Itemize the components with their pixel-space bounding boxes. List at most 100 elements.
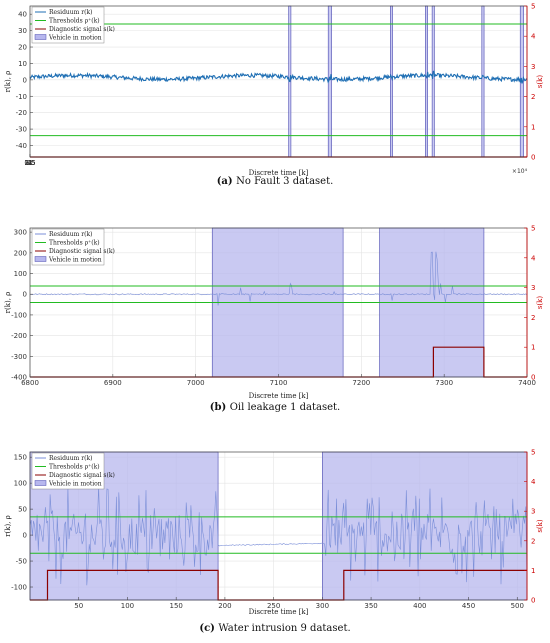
residual-series [29,485,528,586]
figure-caption: (b) Oil leakage 1 dataset. [210,402,340,413]
legend-entry: Vehicle in motion [48,35,102,42]
y-tick-label: -400 [11,374,27,382]
y-tick-label: 0 [23,291,27,299]
legend-entry: Vehicle in motion [48,257,102,264]
y-axis-label: r(k), ρ [4,71,12,93]
y-right-tick-label: 1 [531,567,535,575]
legend-entry: Thresholds ρ⁺(k) [49,464,100,471]
motion-interval [431,5,435,158]
legend-swatch [34,480,47,486]
y-right-tick-label: 0 [531,374,535,382]
x-axis-label: Discrete time [k] [249,608,309,616]
x-tick-label: 450 [462,602,475,610]
y-tick-label: 200 [14,249,27,257]
y-tick-label: 100 [14,270,27,278]
y-right-tick-label: 0 [531,597,535,605]
diagnostic-signal-series [30,569,527,601]
y-right-tick-label: 5 [531,3,535,11]
legend-entry: Vehicle in motion [48,481,102,488]
y-right-tick-label: 4 [531,478,536,486]
y-right-tick-label: 3 [531,508,535,516]
x-tick-label: 4 [28,159,33,167]
x-tick-label: 350 [364,602,377,610]
legend-entry: Residuum r(k) [49,455,92,462]
x-axis-label: Discrete time [k] [249,392,309,400]
x-tick-label: 7200 [352,379,370,387]
y-right-tick-label: 3 [531,284,535,292]
legend-entry: Diagnostic signal s(k) [49,26,115,33]
x-tick-label: 200 [218,602,231,610]
legend-swatch [34,256,47,262]
y-tick-label: 150 [14,454,27,462]
legend-swatch [34,34,47,40]
y-tick-label: 10 [18,60,27,68]
y-tick-label: 40 [18,11,27,19]
caption-text: Water intrusion 9 dataset. [218,623,350,634]
legend-entry: Thresholds ρ⁺(k) [49,240,100,247]
y-tick-label: -200 [11,332,27,340]
panel-label: (b) [210,402,230,413]
legend-entry: Residuum r(k) [49,9,92,16]
y-right-tick-label: 2 [531,93,535,101]
y-right-tick-label: 3 [531,63,535,71]
x-tick-label: 7100 [270,379,288,387]
caption-text: Oil leakage 1 dataset. [230,402,341,413]
y-tick-label: 30 [18,27,27,35]
y-tick-label: -100 [11,311,27,319]
y-right-tick-label: 5 [531,449,535,457]
x-tick-label: 300 [316,602,329,610]
y-right-tick-label: 4 [531,254,536,262]
chart-panel-2: (b) Oil leakage 1 dataset. [29,227,528,413]
y-tick-label: 100 [14,480,27,488]
motion-interval [481,5,485,158]
legend-entry: Diagnostic signal s(k) [49,472,115,479]
y-tick-label: 0 [23,76,27,84]
motion-interval [390,5,393,158]
x-tick-label: 100 [121,602,134,610]
y-right-axis-label: s(k) [536,296,544,310]
y-right-tick-label: 2 [531,314,535,322]
y-axis-label: r(k), ρ [4,515,12,537]
y-tick-label: 0 [23,532,27,540]
motion-interval [322,451,528,601]
y-tick-label: 50 [18,506,27,514]
y-tick-label: -20 [16,109,27,117]
y-tick-label: 20 [18,44,27,52]
x-tick-label: 0.5 [24,159,35,167]
legend-entry: Diagnostic signal s(k) [49,248,115,255]
x-tick-label: 6900 [104,379,122,387]
x-multiplier-label: ×10⁴ [512,168,528,175]
x-tick-label: 7300 [435,379,453,387]
x-tick-label: 1 [28,159,32,167]
y-right-tick-label: 1 [531,344,535,352]
residual-series [29,70,527,84]
x-tick-label: 400 [413,602,426,610]
y-tick-label: -300 [11,353,27,361]
y-tick-label: -10 [16,93,27,101]
legend-entry: Thresholds ρ⁺(k) [49,18,100,25]
y-tick-label: -100 [11,584,27,592]
x-tick-label: 2 [28,159,32,167]
motion-interval [425,5,428,158]
x-tick-label: 7400 [518,379,536,387]
figure-caption: (a) No Fault 3 dataset. [217,176,334,187]
residual-series [29,251,528,306]
x-axis-label: Discrete time [k] [249,169,309,177]
x-tick-label: 150 [169,602,182,610]
x-tick-label: 500 [511,602,524,610]
y-right-tick-label: 1 [531,123,535,131]
y-right-tick-label: 5 [531,225,535,233]
x-tick-label: 3 [28,159,32,167]
panel-label: (c) [199,623,218,634]
y-tick-label: 300 [14,229,27,237]
y-right-tick-label: 4 [531,33,536,41]
x-tick-label: 2.5 [24,159,35,167]
x-tick-label: 6800 [21,379,39,387]
y-tick-label: -40 [16,142,27,150]
x-tick-label: 7000 [187,379,205,387]
y-axis-label: r(k), ρ [4,292,12,314]
x-tick-label: 250 [267,602,280,610]
y-right-axis-label: s(k) [536,75,544,89]
chart-panel-3: (c) Water intrusion 9 dataset. [29,451,528,634]
